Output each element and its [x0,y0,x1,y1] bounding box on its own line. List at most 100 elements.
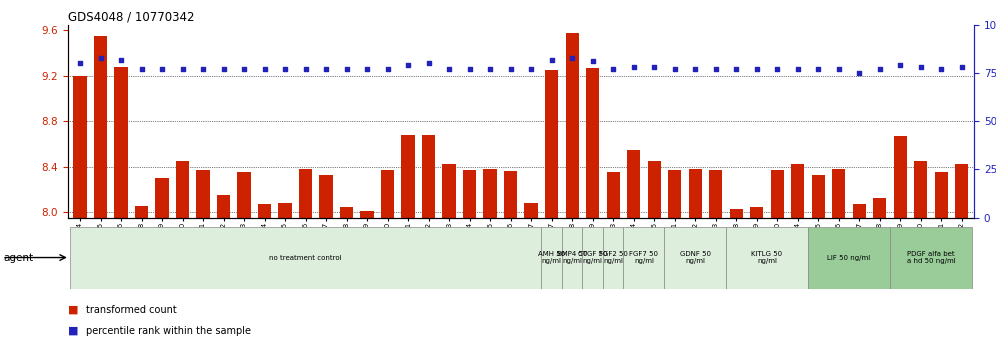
Point [339,66,355,72]
Point [769,66,785,72]
Bar [893,136,907,354]
Bar [525,203,538,354]
Bar [586,68,600,354]
Point [852,70,868,76]
Point [482,66,498,72]
Bar [320,175,333,354]
Text: transformed count: transformed count [86,305,176,315]
Bar [890,227,972,289]
Bar [607,172,620,354]
Bar [603,227,623,289]
Point [318,66,334,72]
Point [811,66,827,72]
Point [215,66,231,72]
Text: KITLG 50
ng/ml: KITLG 50 ng/ml [751,251,783,264]
Bar [463,170,476,354]
Point [585,59,601,64]
Point [257,66,273,72]
Bar [401,135,414,354]
Point [564,55,580,61]
Point [298,66,314,72]
Point [933,66,949,72]
Text: BMP4 50
ng/ml: BMP4 50 ng/ml [557,251,588,264]
Bar [726,227,808,289]
Text: ■: ■ [68,326,79,336]
Point [912,64,928,70]
Bar [709,170,722,354]
Bar [542,227,562,289]
Bar [808,227,890,289]
Bar [668,170,681,354]
Point [114,57,129,62]
Bar [934,172,948,354]
Bar [422,135,435,354]
Bar [853,204,866,354]
Text: percentile rank within the sample: percentile rank within the sample [86,326,251,336]
Point [831,66,847,72]
Bar [361,211,374,354]
Point [133,66,149,72]
Point [236,66,252,72]
Text: no treatment control: no treatment control [269,255,342,261]
Point [687,66,703,72]
Point [708,66,724,72]
Point [954,64,970,70]
Bar [566,33,579,354]
Point [93,55,109,61]
Point [441,66,457,72]
Bar [873,199,886,354]
Text: FGF7 50
ng/ml: FGF7 50 ng/ml [629,251,658,264]
Point [625,64,641,70]
Text: CTGF 50
ng/ml: CTGF 50 ng/ml [578,251,608,264]
Bar [237,172,251,354]
Bar [688,169,702,354]
Bar [196,170,210,354]
Bar [380,170,394,354]
Point [379,66,395,72]
Point [666,66,682,72]
Bar [504,171,517,354]
Bar [583,227,603,289]
Point [790,66,806,72]
Point [360,66,375,72]
Bar [562,227,583,289]
Bar [647,161,661,354]
Text: PDGF alfa bet
a hd 50 ng/ml: PDGF alfa bet a hd 50 ng/ml [906,251,955,264]
Text: ■: ■ [68,305,79,315]
Bar [623,227,664,289]
Bar [627,150,640,354]
Bar [299,169,313,354]
Bar [155,178,168,354]
Point [195,66,211,72]
Bar [279,203,292,354]
Point [503,66,519,72]
Point [174,66,190,72]
Point [400,62,416,68]
Point [646,64,662,70]
Point [277,66,293,72]
Text: AMH 50
ng/ml: AMH 50 ng/ml [538,251,565,264]
Bar [94,36,108,354]
Bar [176,161,189,354]
Point [523,66,539,72]
Point [462,66,478,72]
Bar [955,164,968,354]
Bar [134,206,148,354]
Text: GDS4048 / 10770342: GDS4048 / 10770342 [68,11,194,24]
Text: FGF2 50
ng/ml: FGF2 50 ng/ml [599,251,627,264]
Text: agent: agent [3,252,33,263]
Bar [914,161,927,354]
Point [72,61,88,66]
Bar [545,70,559,354]
Bar [442,164,456,354]
Point [420,61,436,66]
Bar [750,207,763,354]
Bar [729,209,743,354]
Bar [70,227,542,289]
Bar [791,164,805,354]
Bar [258,204,271,354]
Point [154,66,170,72]
Bar [832,169,846,354]
Point [749,66,765,72]
Point [892,62,908,68]
